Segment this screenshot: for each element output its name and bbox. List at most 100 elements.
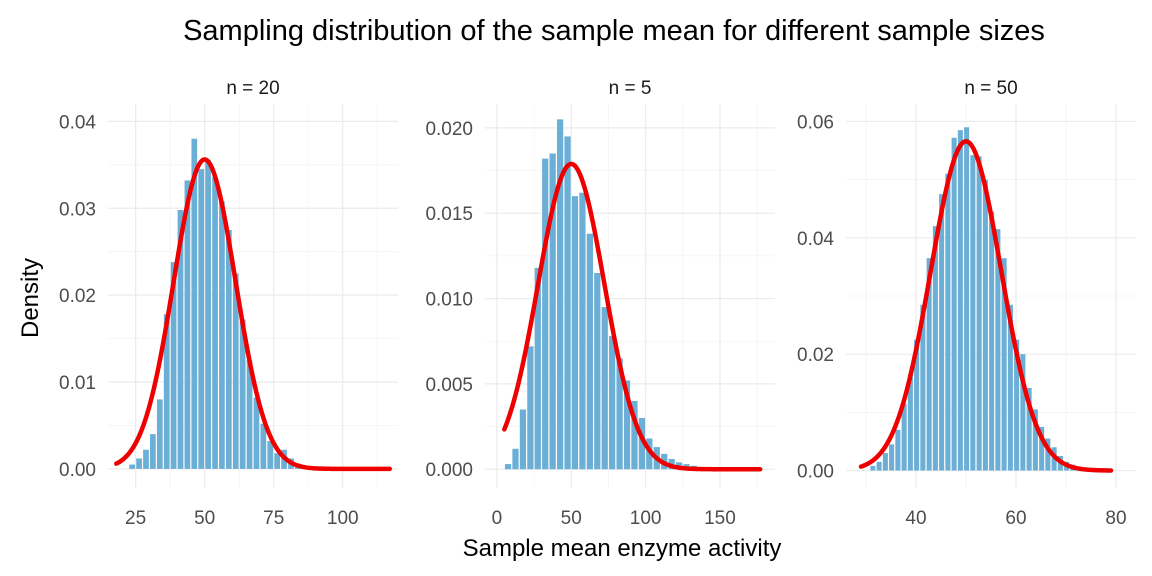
histogram-bar	[901, 403, 907, 471]
histogram-bar	[989, 211, 995, 471]
panel-n-5: n = 5 0 50 100 150 0.000 0.005 0.010 0.015 0.020	[425, 78, 775, 529]
normal-density-curve	[114, 157, 392, 472]
histogram-bar	[177, 209, 184, 469]
histogram-bar	[970, 155, 976, 471]
x-tick-label: 50	[194, 508, 215, 529]
histogram-bar	[646, 438, 653, 470]
histogram-bar	[571, 196, 579, 470]
histogram-bar	[1032, 409, 1038, 471]
histogram-bar	[219, 201, 225, 469]
histogram-bar	[957, 130, 963, 471]
histogram-bar	[212, 176, 218, 469]
x-tick-label: 25	[125, 508, 146, 529]
panel-n-50: n = 50 40 60 80 0.00 0.02 0.04 0.06	[797, 78, 1136, 529]
gridlines	[108, 104, 398, 488]
histogram-bar	[129, 464, 136, 469]
histogram-bar	[225, 229, 232, 469]
histogram-bar	[964, 127, 970, 471]
histogram-bar	[170, 262, 177, 469]
histogram-bar	[136, 458, 142, 469]
histogram-bar	[564, 136, 571, 470]
histogram-bar	[951, 137, 957, 471]
histogram-bar	[239, 319, 246, 469]
panel-strip-label: n = 5	[609, 78, 652, 99]
y-tick-label: 0.010	[425, 290, 473, 311]
histogram-bar	[150, 434, 156, 469]
histogram-bar	[926, 258, 932, 471]
histogram-bar	[163, 314, 170, 469]
y-tick-label: 0.015	[425, 204, 473, 225]
histogram-bars	[129, 138, 322, 469]
y-tick-label: 0.020	[425, 119, 473, 140]
histogram-bar	[995, 229, 1001, 471]
histogram-bar	[982, 179, 988, 471]
y-tick-label: 0.03	[59, 199, 96, 220]
normal-density-curve	[858, 139, 1114, 473]
histogram-bar	[1014, 339, 1020, 471]
histogram-bar	[253, 397, 260, 469]
histogram-bar	[1020, 354, 1026, 471]
histogram-bar	[1026, 387, 1032, 471]
panel-strip-label: n = 20	[226, 78, 279, 99]
x-tick-label: 100	[630, 508, 662, 529]
x-tick-label: 75	[263, 508, 284, 529]
histogram-bar	[920, 304, 926, 471]
histogram-bar	[907, 374, 913, 471]
histogram-bar	[267, 441, 274, 469]
histogram-bar	[549, 153, 556, 470]
x-axis-title: Sample mean enzyme activity	[463, 535, 782, 562]
chart-title: Sampling distribution of the sample mean…	[183, 15, 1045, 47]
x-tick-label: 60	[1005, 508, 1026, 529]
x-tick-label: 80	[1105, 508, 1126, 529]
gridlines	[485, 104, 775, 488]
panel-n-20: n = 20 25 50 75 100 0.00 0.01 0.02 0.03 0.04	[59, 78, 398, 529]
histogram-bar	[876, 461, 882, 471]
histogram-bar	[1001, 258, 1007, 471]
histogram-bar	[534, 267, 541, 470]
histogram-bar	[232, 273, 239, 469]
histogram-bar	[623, 380, 631, 470]
histogram-bar	[198, 169, 205, 469]
y-tick-label: 0.04	[797, 229, 834, 250]
histogram-bar	[976, 156, 982, 471]
histogram-bar	[191, 138, 198, 469]
y-tick-label: 0.01	[59, 373, 96, 394]
panel-strip-label: n = 50	[964, 78, 1017, 99]
histogram-bar	[914, 339, 920, 471]
y-tick-label: 0.005	[425, 375, 473, 396]
histogram-bar	[1045, 438, 1051, 471]
histogram-bar	[527, 346, 534, 470]
histogram-bar	[579, 192, 586, 470]
y-tick-label: 0.02	[59, 286, 96, 307]
histogram-bar	[519, 409, 527, 470]
y-tick-label: 0.06	[797, 112, 834, 133]
x-tick-label: 0	[492, 508, 503, 529]
histogram-bar	[1039, 426, 1045, 471]
histogram-bar	[542, 158, 549, 470]
y-axis-title: Density	[17, 258, 44, 338]
x-tick-label: 150	[704, 508, 736, 529]
histogram-bar	[616, 358, 623, 470]
y-tick-label: 0.02	[797, 345, 834, 366]
histogram-bar	[274, 453, 281, 469]
histogram-bar	[156, 399, 163, 469]
histogram-bar	[638, 418, 646, 470]
histogram-bar	[184, 180, 191, 469]
histogram-bar	[889, 444, 895, 471]
histogram-bar	[870, 465, 876, 471]
y-tick-label: 0.000	[425, 460, 473, 481]
x-tick-label: 50	[561, 508, 582, 529]
y-tick-label: 0.00	[797, 462, 834, 483]
histogram-bar	[143, 449, 149, 469]
normal-density-curve	[502, 161, 763, 472]
histogram-bar	[586, 233, 593, 470]
histogram-bar	[631, 400, 638, 470]
x-tick-label: 40	[905, 508, 926, 529]
histogram-bar	[945, 173, 951, 471]
y-tick-label: 0.00	[59, 460, 96, 481]
histogram-bar	[895, 429, 901, 471]
histogram-bar	[512, 448, 519, 470]
histogram-bar	[504, 464, 512, 470]
histogram-bar	[1007, 304, 1013, 471]
